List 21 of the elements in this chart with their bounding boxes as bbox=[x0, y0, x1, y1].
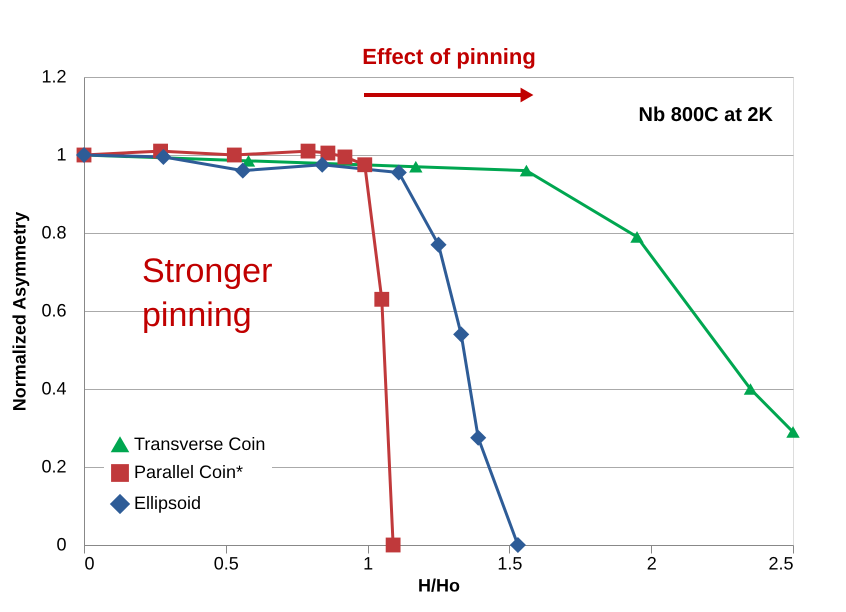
x-tick-label: 1 bbox=[363, 554, 374, 574]
y-tick-label: 0.8 bbox=[41, 222, 66, 242]
text: Effect of pinning bbox=[362, 44, 536, 69]
legend-label: Transverse Coin bbox=[134, 434, 266, 454]
y-axis-title: Normalized Asymmetry bbox=[9, 212, 30, 412]
x-tick-label: 2 bbox=[646, 554, 657, 574]
legend-label: Ellipsoid bbox=[134, 493, 202, 513]
y-tick-label: 1 bbox=[56, 144, 66, 164]
y-tick-label: 0.4 bbox=[41, 378, 66, 398]
legend-label: Parallel Coin* bbox=[134, 462, 244, 482]
annotation: Stronger pinning bbox=[142, 252, 272, 334]
x-tick-label: 1.5 bbox=[497, 554, 522, 574]
y-tick-label: 0.2 bbox=[41, 456, 66, 476]
x-tick-label: 0 bbox=[84, 554, 95, 574]
x-axis-title: H/Ho bbox=[418, 576, 460, 596]
annotation: Nb 800C at 2K bbox=[638, 104, 774, 126]
x-tick-label: 0.5 bbox=[214, 554, 239, 574]
y-tick-label: 0.6 bbox=[41, 300, 66, 320]
y-tick-label: 0 bbox=[56, 534, 66, 554]
y-tick-label: 1.2 bbox=[41, 66, 66, 86]
x-tick-label: 2.5 bbox=[768, 554, 794, 574]
